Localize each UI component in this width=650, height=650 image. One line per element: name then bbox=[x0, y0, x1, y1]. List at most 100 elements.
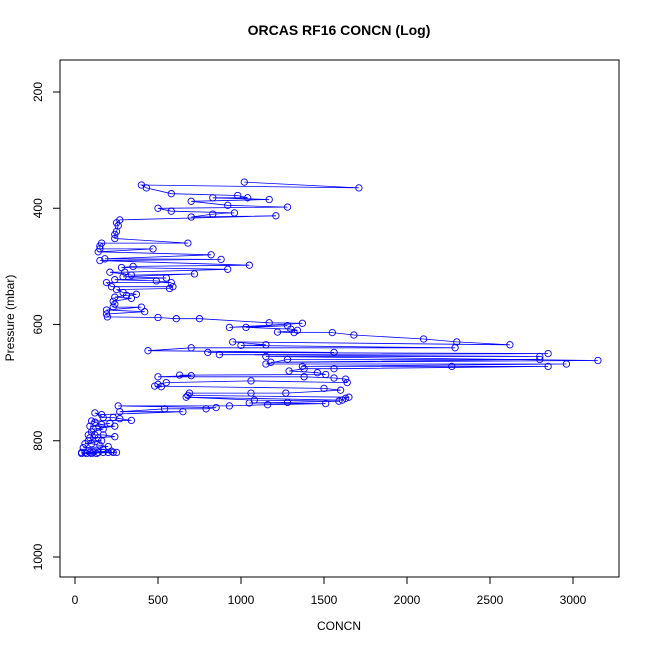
data-point bbox=[154, 373, 162, 381]
data-point bbox=[506, 341, 514, 349]
data-point bbox=[96, 256, 104, 265]
data-point bbox=[215, 351, 224, 359]
data-point bbox=[330, 365, 338, 373]
data-point bbox=[343, 378, 351, 387]
data-point bbox=[451, 344, 459, 352]
y-tick-label: 800 bbox=[31, 430, 45, 450]
data-point bbox=[247, 377, 255, 385]
data-point bbox=[162, 378, 170, 387]
series-line bbox=[81, 181, 598, 454]
data-point bbox=[338, 396, 346, 404]
data-point bbox=[419, 335, 428, 343]
data-point bbox=[225, 323, 234, 332]
data-point bbox=[202, 405, 210, 413]
x-tick-label: 500 bbox=[148, 593, 168, 607]
data-point bbox=[111, 433, 119, 441]
x-tick-label: 1500 bbox=[311, 593, 338, 607]
data-point bbox=[282, 389, 290, 397]
data-point bbox=[536, 355, 544, 364]
data-point bbox=[141, 308, 149, 316]
data-point bbox=[109, 448, 117, 457]
data-point bbox=[112, 285, 121, 294]
data-point bbox=[86, 448, 94, 457]
data-point bbox=[242, 323, 250, 332]
data-point bbox=[544, 362, 552, 371]
data-point bbox=[142, 184, 151, 192]
data-point bbox=[230, 209, 239, 217]
data-point bbox=[207, 251, 215, 259]
data-point bbox=[341, 375, 350, 383]
data-point bbox=[187, 197, 195, 205]
data-point bbox=[82, 449, 91, 458]
data-point bbox=[97, 437, 106, 445]
data-point bbox=[536, 352, 544, 361]
data-point bbox=[190, 270, 199, 278]
data-point bbox=[89, 448, 97, 457]
data-point bbox=[104, 448, 112, 457]
data-point bbox=[283, 398, 292, 407]
data-point bbox=[112, 448, 121, 457]
data-point bbox=[322, 370, 330, 379]
y-tick-label: 600 bbox=[31, 314, 45, 334]
data-point bbox=[224, 265, 232, 273]
y-axis-title: Pressure (mbar) bbox=[3, 275, 17, 362]
data-point bbox=[212, 403, 220, 412]
data-point bbox=[225, 402, 234, 410]
data-point bbox=[262, 360, 270, 368]
data-point bbox=[336, 386, 345, 394]
data-point bbox=[247, 389, 255, 397]
data-point bbox=[127, 271, 136, 279]
y-tick-label: 400 bbox=[31, 198, 45, 218]
data-point bbox=[162, 274, 170, 282]
x-tick-label: 0 bbox=[72, 593, 79, 607]
data-point bbox=[87, 449, 96, 458]
data-point bbox=[290, 328, 298, 337]
data-point bbox=[187, 372, 195, 380]
data-point bbox=[229, 338, 237, 346]
data-point bbox=[187, 213, 195, 221]
data-point bbox=[102, 310, 111, 318]
data-point bbox=[350, 331, 358, 339]
data-point bbox=[107, 447, 116, 455]
x-tick-label: 2500 bbox=[477, 593, 504, 607]
x-tick-label: 2000 bbox=[394, 593, 421, 607]
data-points bbox=[77, 178, 602, 458]
data-point bbox=[175, 371, 184, 379]
x-tick-label: 1000 bbox=[228, 593, 255, 607]
data-point bbox=[91, 418, 99, 426]
data-point bbox=[204, 348, 212, 357]
data-point bbox=[103, 313, 112, 321]
data-point bbox=[237, 341, 245, 350]
data-point bbox=[129, 262, 137, 271]
data-point bbox=[335, 397, 343, 405]
data-point bbox=[167, 190, 175, 198]
data-point bbox=[116, 415, 124, 423]
data-point bbox=[262, 352, 270, 361]
data-point bbox=[165, 284, 174, 293]
data-point bbox=[184, 239, 192, 247]
data-point bbox=[111, 276, 119, 284]
data-point bbox=[224, 201, 232, 209]
data-point bbox=[119, 273, 127, 281]
data-point bbox=[184, 391, 192, 400]
data-point bbox=[127, 294, 136, 302]
data-point bbox=[209, 210, 217, 218]
data-point bbox=[330, 374, 338, 382]
data-point bbox=[102, 306, 111, 314]
data-point bbox=[273, 328, 282, 336]
data-point bbox=[102, 278, 111, 287]
data-point bbox=[127, 416, 136, 425]
chart-title: ORCAS RF16 CONCN (Log) bbox=[248, 22, 431, 38]
data-point bbox=[448, 362, 456, 371]
data-point bbox=[285, 367, 293, 375]
data-point bbox=[97, 420, 106, 429]
data-point bbox=[328, 328, 336, 337]
data-point bbox=[594, 356, 602, 365]
data-point bbox=[179, 408, 187, 416]
data-point bbox=[320, 384, 328, 393]
data-point bbox=[187, 344, 195, 352]
data-point bbox=[265, 319, 273, 327]
data-point bbox=[313, 369, 322, 377]
data-point bbox=[167, 207, 175, 215]
